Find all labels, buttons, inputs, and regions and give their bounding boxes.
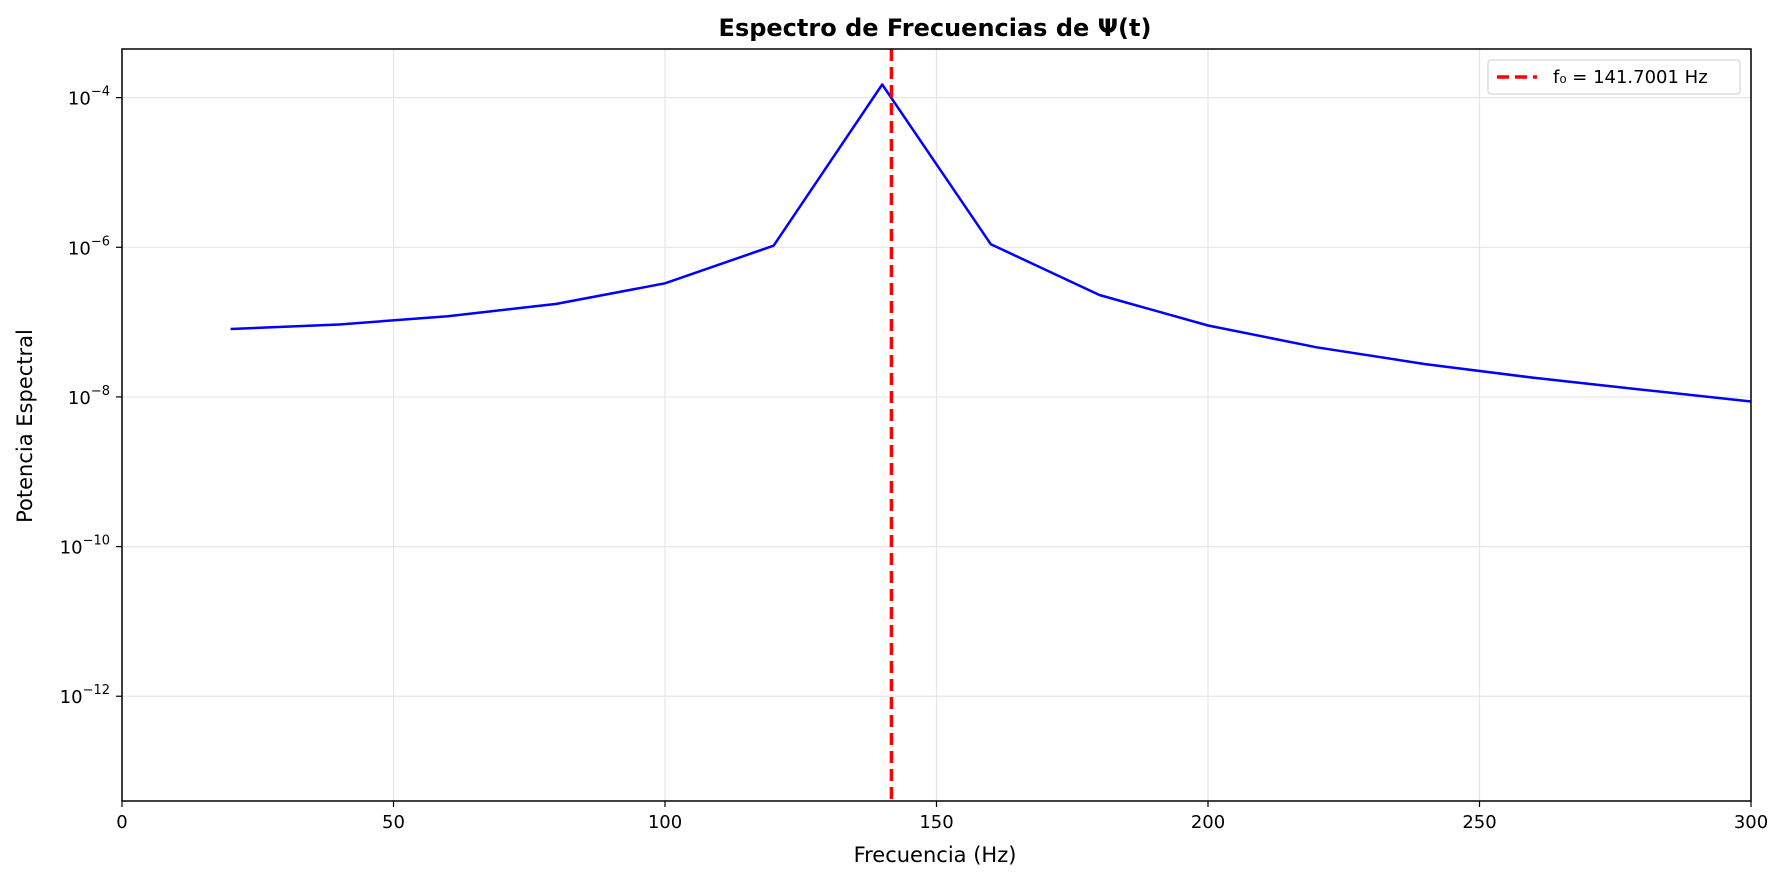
plot-area	[230, 49, 1752, 801]
axes: 0 50 100 150 200 250 300 10−12 10−10 10−8 10−6 10−4	[60, 48, 1768, 833]
y-axis-label: Potencia Espectral	[13, 329, 37, 523]
grid	[121, 49, 1752, 801]
y-tick-label: 10−6	[68, 234, 110, 259]
x-tick-label: 100	[648, 812, 682, 833]
x-tick-label: 0	[116, 812, 127, 833]
x-tick-label: 50	[382, 812, 405, 833]
series-line	[230, 83, 1752, 403]
y-tick-label: 10−4	[68, 85, 110, 110]
legend-box	[1487, 59, 1741, 95]
y-tick-label: 10−10	[60, 534, 110, 559]
x-axis-label: Frecuencia (Hz)	[854, 843, 1017, 867]
legend-vline-label: f₀ = 141.7001 Hz	[1553, 67, 1708, 88]
x-tick-label: 300	[1734, 812, 1768, 833]
x-tick-label: 200	[1191, 812, 1225, 833]
y-tick-label: 10−8	[68, 384, 110, 409]
x-tick-label: 250	[1462, 812, 1496, 833]
x-tick-label: 150	[919, 812, 953, 833]
chart-title: Espectro de Frecuencias de Ψ(t)	[719, 14, 1152, 42]
legend: f₀ = 141.7001 Hz	[1487, 59, 1741, 95]
y-tick-label: 10−12	[60, 683, 110, 708]
